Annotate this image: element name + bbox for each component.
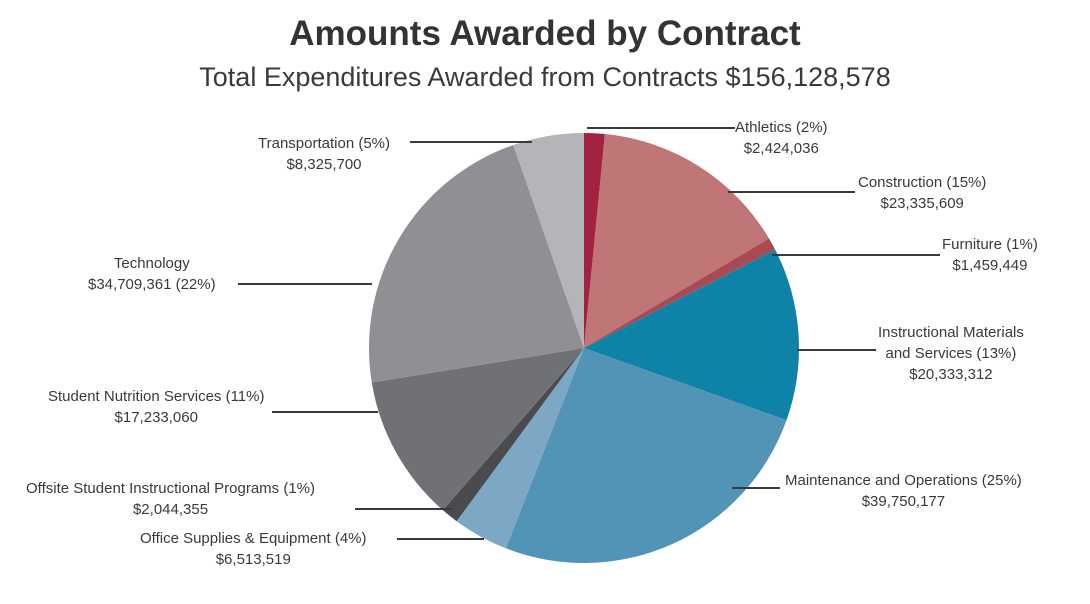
label-technology-amount: $34,709,361 (22%)	[88, 276, 216, 293]
chart-subtitle: Total Expenditures Awarded from Contract…	[199, 62, 891, 92]
pie-slice-offsite-programs	[442, 348, 584, 522]
pie-slice-transportation	[513, 133, 584, 348]
label-office-supplies-amount: $6,513,519	[215, 551, 291, 568]
pie-slice-student-nutrition	[371, 348, 584, 511]
label-athletics: Athletics (2%) $2,424,036	[735, 117, 828, 159]
label-offsite-programs-name: Offsite Student Instructional Programs (…	[26, 480, 316, 497]
pie-slice-office-supplies	[456, 348, 584, 549]
pie-slice-technology	[368, 144, 584, 383]
label-technology-name: Technology	[113, 255, 190, 272]
label-student-nutrition-amount: $17,233,060	[114, 409, 198, 426]
label-athletics-name: Athletics (2%)	[735, 119, 828, 136]
label-maintenance: Maintenance and Operations (25%) $39,750…	[785, 470, 1022, 512]
label-student-nutrition: Student Nutrition Services (11%) $17,233…	[48, 386, 264, 428]
label-maintenance-amount: $39,750,177	[861, 493, 946, 510]
label-offsite-programs-amount: $2,044,355	[132, 501, 209, 518]
label-instructional-materials-line1: Instructional Materials	[878, 324, 1024, 341]
label-offsite-programs: Offsite Student Instructional Programs (…	[26, 478, 315, 520]
label-instructional-materials-line2: and Services (13%)	[885, 345, 1017, 362]
label-instructional-materials: Instructional Materials and Services (13…	[878, 322, 1024, 385]
label-construction-name: Construction (15%)	[858, 174, 987, 191]
pie-slice-instructional-materials	[584, 249, 799, 421]
label-transportation-name: Transportation (5%)	[258, 135, 390, 152]
label-office-supplies: Office Supplies & Equipment (4%) $6,513,…	[140, 528, 367, 570]
label-furniture-amount: $1,459,449	[952, 257, 1028, 274]
chart-title: Amounts Awarded by Contract	[289, 14, 801, 53]
label-office-supplies-name: Office Supplies & Equipment (4%)	[140, 530, 367, 547]
label-technology: Technology $34,709,361 (22%)	[88, 253, 216, 295]
label-transportation: Transportation (5%) $8,325,700	[258, 133, 390, 175]
pie-slice-maintenance	[505, 348, 787, 563]
label-furniture: Furniture (1%) $1,459,449	[942, 234, 1038, 276]
label-student-nutrition-name: Student Nutrition Services (11%)	[48, 388, 265, 405]
label-athletics-amount: $2,424,036	[743, 140, 819, 157]
label-construction-amount: $23,335,609	[880, 195, 964, 212]
label-transportation-amount: $8,325,700	[286, 156, 362, 173]
pie-slice-furniture	[584, 238, 776, 348]
label-instructional-materials-amount: $20,333,312	[909, 366, 993, 383]
pie-slice-athletics	[584, 133, 605, 348]
pie-slice-construction	[584, 134, 770, 348]
label-furniture-name: Furniture (1%)	[942, 236, 1038, 253]
label-construction: Construction (15%) $23,335,609	[858, 172, 986, 214]
label-maintenance-name: Maintenance and Operations (25%)	[785, 472, 1022, 489]
